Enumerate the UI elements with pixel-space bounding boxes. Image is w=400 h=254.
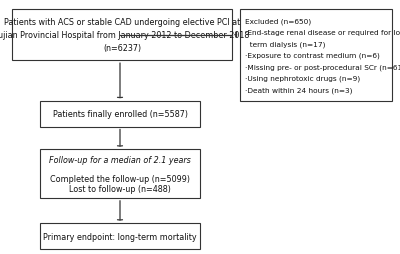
Text: ·Death within 24 hours (n=3): ·Death within 24 hours (n=3) (245, 87, 352, 93)
Bar (40, 102, 200, 127)
Text: ·Exposure to contrast medium (n=6): ·Exposure to contrast medium (n=6) (245, 53, 380, 59)
Text: term dialysis (n=17): term dialysis (n=17) (245, 41, 325, 48)
Text: ·End-stage renal disease or required for long-: ·End-stage renal disease or required for… (245, 30, 400, 36)
Text: Excluded (n=650): Excluded (n=650) (245, 18, 311, 25)
Text: (n=6237): (n=6237) (103, 44, 141, 53)
Text: Follow-up for a median of 2.1 years: Follow-up for a median of 2.1 years (49, 155, 191, 164)
Text: ·Using nephrotoxic drugs (n=9): ·Using nephrotoxic drugs (n=9) (245, 75, 360, 82)
Text: Fujian Provincial Hospital from January 2012 to December 2018: Fujian Provincial Hospital from January … (0, 31, 250, 40)
Text: Primary endpoint: long-term mortality: Primary endpoint: long-term mortality (43, 232, 197, 241)
Bar (240, 10, 392, 102)
Text: ·Missing pre- or post-procedural SCr (n=615): ·Missing pre- or post-procedural SCr (n=… (245, 64, 400, 71)
Bar (40, 150, 200, 198)
Bar (40, 224, 200, 249)
Text: Patients finally enrolled (n=5587): Patients finally enrolled (n=5587) (52, 110, 188, 119)
Text: Patients with ACS or stable CAD undergoing elective PCI at: Patients with ACS or stable CAD undergoi… (4, 18, 240, 27)
Bar (12, 10, 232, 61)
Text: Completed the follow-up (n=5099): Completed the follow-up (n=5099) (50, 174, 190, 183)
Text: Lost to follow-up (n=488): Lost to follow-up (n=488) (69, 184, 171, 193)
